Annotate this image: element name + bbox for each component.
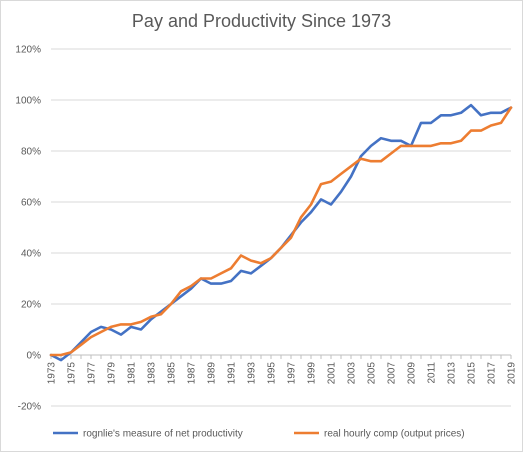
x-tick-label: 2015 — [467, 362, 478, 385]
x-tick-label: 1991 — [227, 362, 238, 385]
x-tick-label: 1985 — [167, 362, 178, 385]
x-tick-label: 2019 — [507, 362, 518, 385]
y-tick-label: 40% — [21, 249, 41, 260]
x-tick-label: 1981 — [127, 362, 138, 385]
x-tick-label: 1977 — [87, 362, 98, 385]
x-tick-label: 1999 — [307, 362, 318, 385]
chart-title: Pay and Productivity Since 1973 — [131, 11, 392, 31]
x-tick-label: 1995 — [267, 362, 278, 385]
y-tick-label: 120% — [15, 45, 41, 56]
x-tick-label: 2013 — [447, 362, 458, 385]
y-tick-label: 0% — [27, 351, 42, 362]
series-line-2 — [49, 106, 513, 357]
y-tick-label: 20% — [21, 300, 41, 311]
x-tick-label: 1975 — [67, 362, 78, 385]
x-tick-label: 2005 — [367, 362, 378, 385]
x-tick-label: 1993 — [247, 362, 258, 385]
y-tick-label: 60% — [21, 198, 41, 209]
x-tick-label: 1997 — [287, 362, 298, 385]
y-tick-label: 100% — [15, 96, 41, 107]
x-tick-label: 1987 — [187, 362, 198, 385]
x-tick-label: 1983 — [147, 362, 158, 385]
x-tick-label: 1979 — [107, 362, 118, 385]
x-tick-label: 1989 — [207, 362, 218, 385]
x-tick-label: 2001 — [327, 362, 338, 385]
x-tick-label: 2003 — [347, 362, 358, 385]
x-tick-label: 2017 — [487, 362, 498, 385]
legend-label-2: real hourly comp (output prices) — [324, 429, 465, 440]
x-tick-label: 2011 — [427, 362, 438, 384]
x-tick-label: 1973 — [47, 362, 58, 385]
x-tick-label: 2007 — [387, 362, 398, 385]
y-tick-label: 80% — [21, 147, 41, 158]
legend-label-1: rognlie's measure of net productivity — [83, 429, 243, 440]
y-tick-label: -20% — [18, 402, 41, 413]
x-tick-label: 2009 — [407, 362, 418, 385]
